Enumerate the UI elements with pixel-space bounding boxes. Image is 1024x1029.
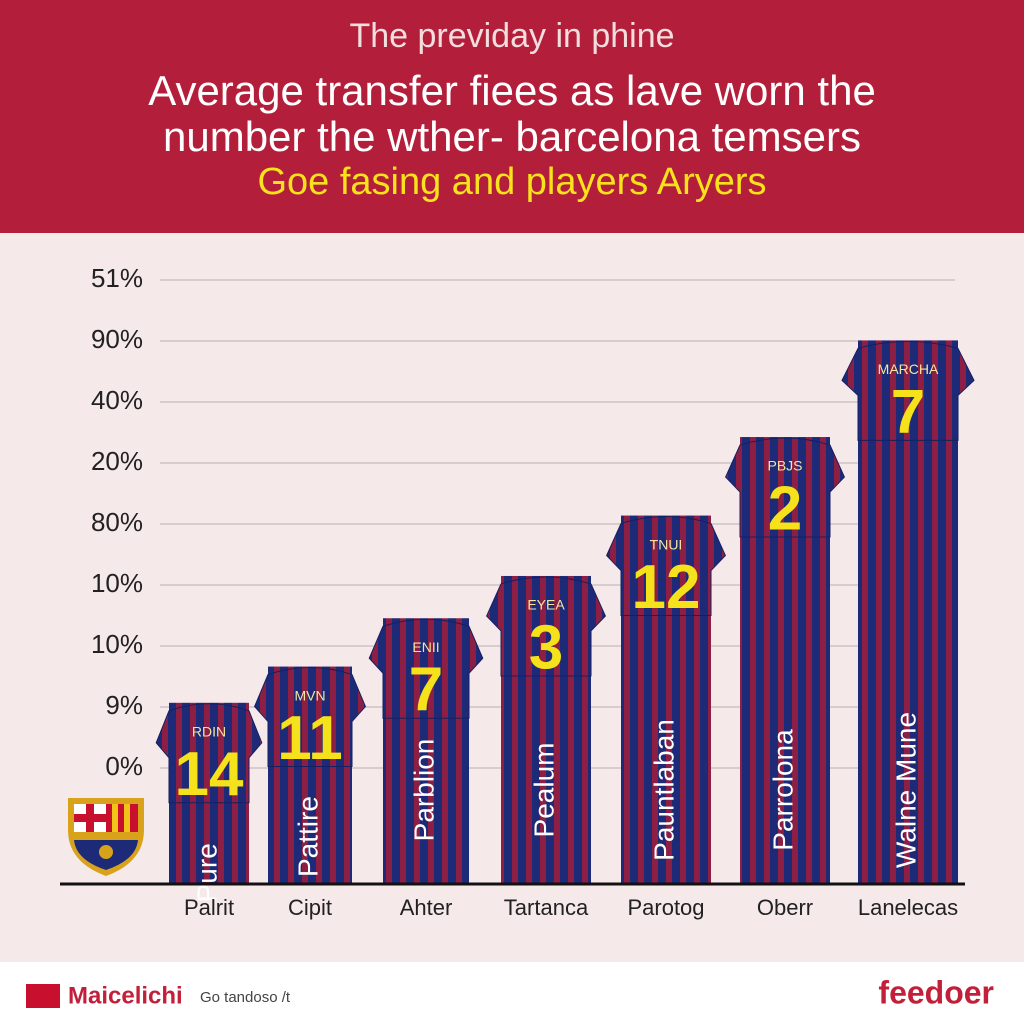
bar-text: Parrolona [767,729,798,851]
x-tick-label: Parotog [627,895,704,920]
jersey [368,618,484,719]
header-note: The previday in phine [349,17,674,55]
jersey [253,667,367,768]
y-axis-label: 10% [91,568,143,598]
y-axis-label: 0% [105,751,143,781]
x-tick-label: Tartanca [504,895,589,920]
jersey-name: MVN [294,687,325,703]
bar-text: Pattire [292,796,323,877]
jersey-name: RDIN [192,724,226,740]
jersey-number: 14 [175,740,244,809]
jersey [155,703,263,804]
y-axis-label: 20% [91,446,143,476]
jersey [725,437,845,538]
bar-text: Pure [191,843,222,902]
y-axis-label: 9% [105,690,143,720]
y-axis-label: 90% [91,324,143,354]
chart-title: number the wther- barcelona temsers [163,113,861,160]
bar-text: Parblion [408,739,439,842]
bar-text: Pealum [528,743,559,838]
x-tick-label: Oberr [757,895,813,920]
header [0,0,1024,233]
jersey-number: 2 [768,474,802,543]
x-tick-label: Ahter [400,895,453,920]
x-tick-label: Cipit [288,895,332,920]
y-axis-label: 10% [91,629,143,659]
y-axis-label: 80% [91,507,143,537]
footer [0,962,1024,1024]
jersey-name: PBJS [767,458,802,474]
chart-subtitle: Goe fasing and players Aryers [257,161,766,203]
jersey-number: 7 [409,656,443,725]
x-tick-label: Palrit [184,895,234,920]
footer-icon [26,984,60,1008]
jersey-name: TNUI [650,536,683,552]
jersey [486,576,606,677]
jersey-number: 11 [277,704,343,773]
y-axis-label: 51% [91,263,143,293]
jersey [606,516,726,617]
jersey [841,340,975,441]
footer-logo: feedoer [878,974,994,1010]
bar-text: Walne Mune [890,712,921,868]
jersey-name: MARCHA [878,361,939,377]
x-tick-label: Lanelecas [858,895,958,920]
chart-title: Average transfer fiees as lave worn the [148,67,876,114]
jersey-name: ENII [412,639,439,655]
jersey-number: 7 [891,378,925,447]
y-axis-label: 40% [91,385,143,415]
bar-text: Pauntlaban [648,719,679,861]
footer-tagline: Go tandoso /t [200,989,291,1006]
jersey-number: 3 [529,613,563,682]
jersey-name: EYEA [527,597,565,613]
footer-brand: Maicelichi [68,982,183,1009]
jersey-number: 12 [632,553,701,622]
crest [68,798,144,876]
